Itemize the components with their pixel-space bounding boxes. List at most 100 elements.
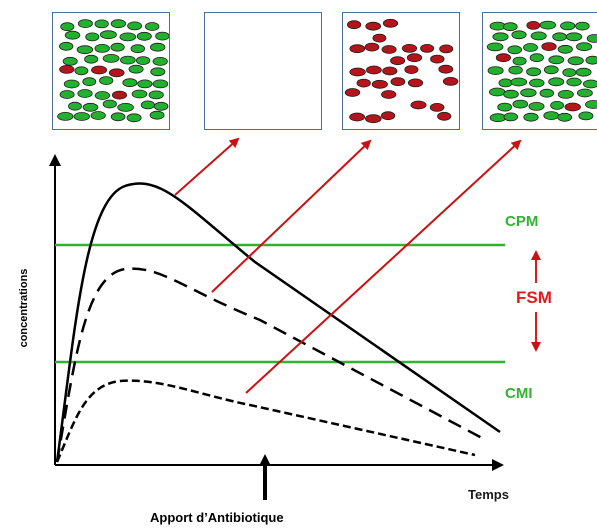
bacterium [541, 42, 557, 51]
bacterium [344, 88, 361, 97]
high-dose-curve [55, 182, 501, 463]
bacterium [381, 90, 397, 99]
bacterium [148, 90, 164, 100]
bacterium [550, 101, 564, 110]
bacterium [578, 111, 594, 121]
bacterium [575, 67, 592, 77]
bacterium [437, 111, 452, 121]
bacterium [442, 77, 459, 86]
bacterium [57, 112, 74, 121]
bacterium [585, 55, 597, 65]
bacterium [528, 102, 545, 111]
bacterium [382, 18, 399, 28]
bacterium [530, 31, 547, 41]
bacterium [110, 19, 127, 29]
bacterium [420, 44, 435, 53]
bacterium [486, 42, 504, 52]
bacterium [108, 68, 125, 78]
bacterium [371, 79, 388, 89]
bacterium [502, 22, 518, 32]
bacterium [112, 90, 128, 100]
bacterium [356, 78, 371, 88]
bacterium [439, 44, 454, 54]
bacterium [364, 114, 382, 124]
bacterium [364, 42, 380, 52]
bacterium [510, 77, 528, 87]
bacterium [372, 33, 387, 43]
bacterium [155, 31, 169, 41]
bacterium [110, 112, 126, 122]
bacterium [349, 112, 366, 122]
bacterium [512, 99, 529, 109]
fsm-label: FSM [516, 288, 552, 307]
bacterium [152, 57, 168, 66]
bacterium [150, 67, 166, 77]
arrow-to-panel-empty [174, 137, 240, 196]
bacterium [59, 90, 75, 99]
bacterium [523, 112, 539, 122]
bacterium [68, 101, 82, 111]
bacterium [119, 32, 137, 42]
bacteria-cluster [57, 19, 169, 123]
bacterium [512, 56, 527, 66]
medium-dose-curve [55, 267, 483, 463]
bacterium [349, 44, 366, 54]
bacterium [144, 22, 160, 31]
bacterium [557, 44, 573, 54]
bacterium [548, 77, 565, 87]
panel-mixed [52, 12, 170, 130]
bacterium [131, 89, 148, 99]
bacterium [401, 44, 418, 53]
bacterium [82, 77, 97, 87]
bacterium [429, 103, 445, 112]
bacterium [347, 20, 362, 30]
antibiotic-input-label: Apport d’Antibiotique [150, 510, 284, 525]
bacterium [566, 77, 582, 87]
bacterium [487, 66, 504, 75]
bacterium [136, 31, 152, 41]
bacterium [77, 19, 93, 29]
panel-empty [204, 12, 322, 130]
cmi-label: CMI [505, 385, 533, 402]
bacterium [560, 21, 576, 31]
bacterium [410, 100, 427, 110]
bacterium [381, 45, 397, 54]
bacterium [84, 54, 99, 64]
bacterium [59, 65, 75, 74]
arrow-to-panel-regrowth [245, 139, 522, 394]
bacterium [508, 65, 523, 75]
bacterium [390, 77, 406, 87]
bacterium [349, 67, 366, 77]
bacterium [575, 21, 590, 31]
arrow-to-panel-resistant [211, 139, 372, 293]
bacterium [407, 78, 424, 88]
bacterium [495, 53, 511, 63]
bacterium [117, 103, 134, 112]
bacterium [127, 21, 142, 31]
bacterium [120, 55, 136, 65]
bacterium [152, 79, 169, 89]
bacterium [60, 22, 75, 32]
bacterium [94, 19, 109, 29]
panel-resistant [342, 12, 460, 130]
bacterium [64, 30, 81, 40]
bacterium [110, 42, 125, 52]
bacterium [94, 44, 110, 53]
bacterium [577, 88, 593, 98]
bacterium [583, 79, 597, 89]
bacterium [529, 78, 545, 88]
bacterium [586, 34, 597, 43]
bacterium [430, 54, 445, 64]
bacterium [503, 112, 519, 122]
bacterium [85, 32, 100, 42]
bacterium [539, 88, 555, 98]
bacterium [94, 91, 111, 100]
bacterium [91, 65, 108, 75]
bacterium [136, 56, 151, 65]
bacterium [128, 64, 144, 74]
bacterium [126, 113, 142, 123]
bacterium [62, 56, 78, 66]
bacterium [77, 89, 93, 98]
bacterium [76, 45, 94, 55]
